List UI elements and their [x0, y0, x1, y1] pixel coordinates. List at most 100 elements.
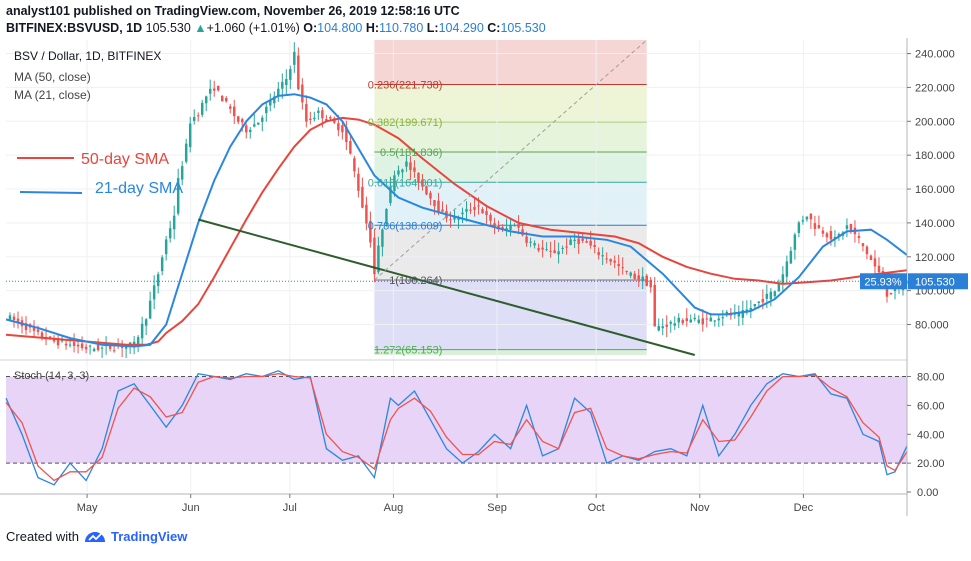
candle: [164, 239, 168, 255]
candle: [737, 312, 741, 317]
close-now: 105.530: [145, 21, 191, 35]
ma21-annotation-swatch: [19, 191, 83, 194]
candle: [88, 345, 92, 347]
candle: [112, 350, 116, 352]
candle: [68, 344, 72, 346]
candle: [717, 318, 721, 321]
candle: [124, 345, 128, 349]
candle: [413, 167, 416, 172]
candle: [657, 325, 660, 331]
candle: [397, 170, 400, 175]
candle: [617, 264, 620, 267]
candle: [108, 346, 112, 349]
stoch-tick-label: 40.00: [917, 429, 945, 441]
candle: [521, 229, 524, 236]
price-tick-label: 120.000: [915, 252, 955, 264]
candle: [425, 186, 428, 195]
candle: [212, 88, 216, 91]
candle: [701, 318, 705, 325]
candle: [36, 329, 40, 332]
candle: [289, 69, 292, 80]
candle: [449, 219, 452, 221]
candle: [417, 172, 420, 183]
candle: [12, 316, 16, 321]
candle: [541, 247, 544, 250]
candle: [525, 236, 528, 243]
publish-line: analyst101 published on TradingView.com,…: [6, 4, 460, 18]
candle: [277, 88, 280, 96]
fib-level-label: 0.5(181.836): [380, 147, 442, 159]
candle: [184, 143, 188, 162]
candle: [621, 267, 624, 269]
candle: [92, 348, 96, 352]
candle: [625, 270, 628, 272]
candle: [249, 129, 252, 132]
legend-ma50: MA (50, close): [14, 70, 91, 84]
chart-header: analyst101 published on TradingView.com,…: [6, 3, 546, 37]
price-tick-label: 160.000: [915, 184, 955, 196]
candle: [345, 126, 348, 143]
candle: [461, 212, 464, 215]
axes: 80.000100.000120.000140.000160.000180.00…: [0, 38, 968, 516]
candle: [533, 243, 536, 246]
candle: [196, 115, 200, 117]
candle: [297, 55, 300, 90]
candle: [60, 340, 64, 342]
candle: [845, 225, 849, 229]
candle: [869, 255, 873, 260]
candle: [377, 245, 380, 273]
time-tick-label: Jul: [283, 502, 297, 514]
candle: [773, 291, 777, 297]
candle: [513, 225, 516, 227]
candle: [357, 173, 360, 191]
fib-level-label: 0.618(164.001): [368, 177, 443, 189]
candle: [381, 229, 384, 247]
candle: [76, 344, 80, 347]
candle: [349, 141, 352, 154]
fib-level-label: 1.272(65.153): [374, 345, 443, 357]
candle: [493, 223, 496, 227]
candle: [56, 338, 60, 346]
candle: [409, 162, 412, 171]
candle: [365, 204, 368, 224]
candle: [785, 261, 789, 277]
candle: [741, 310, 745, 318]
candle: [721, 317, 725, 319]
candle: [325, 119, 328, 121]
candle: [725, 311, 729, 315]
publish-info: analyst101 published on TradingView.com,…: [6, 3, 546, 20]
candle: [865, 246, 869, 255]
stoch-tick-label: 0.00: [917, 487, 938, 499]
candle: [637, 275, 640, 280]
last-price-badge: [908, 273, 968, 290]
candle: [136, 337, 140, 347]
candle: [709, 317, 713, 322]
candle: [661, 326, 664, 329]
candle: [168, 228, 172, 239]
candle: [633, 273, 636, 279]
candle: [245, 125, 248, 133]
candle: [32, 326, 36, 331]
candle: [769, 291, 773, 300]
candle: [341, 125, 344, 133]
pct-badge: [860, 273, 907, 290]
candle: [421, 179, 424, 187]
time-tick-label: Aug: [384, 502, 404, 514]
low-label: L:: [426, 21, 439, 35]
candle: [220, 95, 224, 102]
stoch-label: Stoch (14, 3, 3): [14, 370, 89, 382]
candle: [156, 274, 160, 287]
candle: [84, 346, 88, 350]
price-tick-label: 240.000: [915, 49, 955, 61]
candle: [673, 323, 676, 326]
candle: [817, 225, 821, 229]
close-value: 105.530: [500, 21, 546, 35]
candle: [593, 244, 596, 248]
candle: [176, 178, 180, 214]
candle: [697, 319, 701, 323]
candle: [204, 96, 208, 104]
created-with: Created with: [6, 529, 79, 544]
fib-band: [374, 40, 647, 85]
tradingview-link[interactable]: TradingView: [110, 529, 188, 544]
